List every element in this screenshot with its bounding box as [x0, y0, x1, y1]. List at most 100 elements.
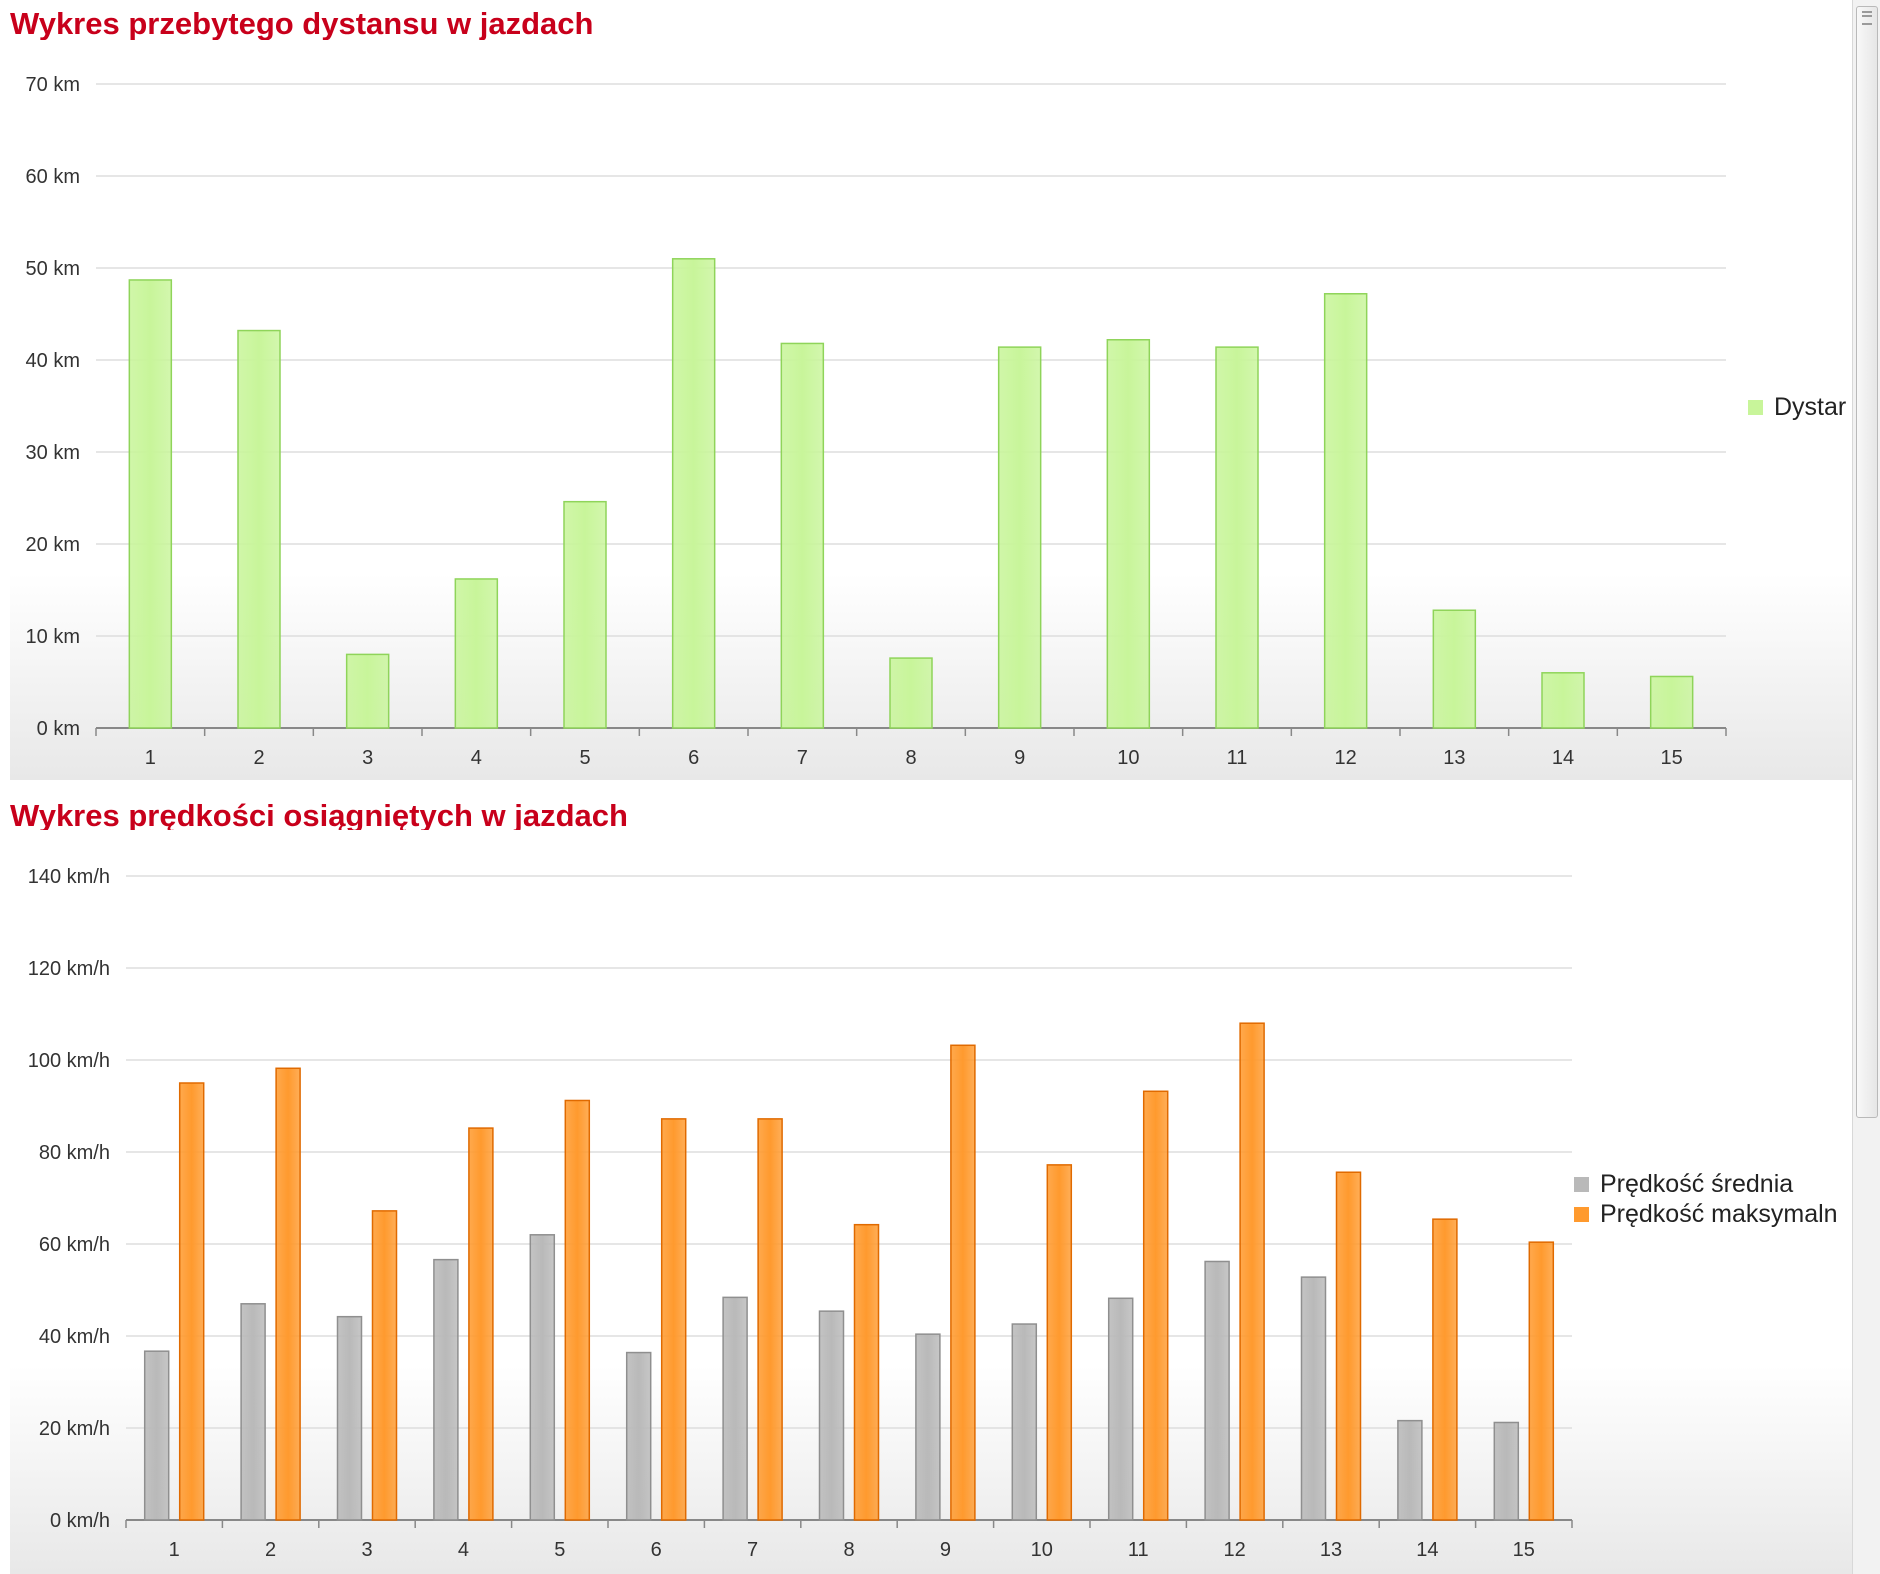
max-speed-bar	[564, 1099, 591, 1521]
x-tick-label: 3	[361, 1539, 372, 1561]
legend-swatch	[1748, 400, 1763, 415]
x-tick-label: 6	[688, 747, 699, 769]
legend-label: Prędkość maksymaln	[1600, 1200, 1838, 1228]
x-tick-label: 7	[797, 747, 808, 769]
distance-bar	[780, 342, 825, 729]
x-tick-label: 10	[1117, 747, 1139, 769]
x-tick-label: 4	[471, 747, 482, 769]
avg-speed-bar	[722, 1296, 748, 1521]
y-tick-label: 70 km	[26, 74, 80, 96]
max-speed-bar	[275, 1067, 301, 1521]
x-tick-label: 1	[145, 747, 156, 769]
y-tick-label: 20 km/h	[39, 1418, 110, 1440]
x-tick-label: 13	[1320, 1539, 1342, 1561]
x-tick-label: 12	[1223, 1539, 1245, 1561]
y-tick-label: 60 km	[26, 166, 80, 188]
scrollbar-thumb[interactable]	[1856, 6, 1878, 1118]
max-speed-bar	[1432, 1218, 1458, 1521]
speed-chart: 0 km/h 20 km/h 40 km/h 60 km/h 80 km/h 100 km…	[10, 830, 1852, 1574]
max-speed-bar	[853, 1223, 880, 1521]
distance-chart-title: Wykres przebytego dystansu w jazdach	[10, 6, 594, 41]
max-speed-bar	[178, 1082, 205, 1521]
distance-bar	[1541, 672, 1585, 729]
x-tick-label: 11	[1128, 1539, 1149, 1561]
avg-speed-bar	[336, 1315, 363, 1521]
distance-bar	[1215, 346, 1259, 729]
y-tick-label: 0 km/h	[50, 1510, 110, 1532]
max-speed-bar	[660, 1118, 687, 1521]
x-tick-label: 9	[940, 1539, 951, 1561]
vertical-scrollbar[interactable]	[1852, 0, 1880, 1574]
y-tick-label: 40 km	[26, 350, 80, 372]
avg-speed-bar	[1300, 1276, 1327, 1521]
distance-bar	[1323, 293, 1368, 729]
y-tick-label: 140 km/h	[28, 866, 110, 888]
avg-speed-bar	[433, 1258, 459, 1521]
x-tick-label: 10	[1031, 1539, 1053, 1561]
x-tick-label: 7	[747, 1539, 758, 1561]
distance-bar	[889, 657, 933, 729]
avg-speed-bar	[1011, 1323, 1038, 1521]
avg-speed-bar	[1397, 1419, 1423, 1521]
distance-bar	[1432, 609, 1477, 729]
distance-bar	[128, 279, 173, 729]
avg-speed-bar	[915, 1333, 941, 1521]
scrollbar-grip-icon	[1862, 11, 1872, 25]
max-speed-bar	[1046, 1164, 1073, 1521]
max-speed-bar	[371, 1210, 398, 1521]
avg-speed-bar	[240, 1303, 266, 1521]
y-tick-label: 120 km/h	[28, 958, 110, 980]
y-tick-label: 100 km/h	[28, 1050, 110, 1072]
distance-bar	[671, 258, 716, 729]
speed-chart-title: Wykres prędkości osiągniętych w jazdach	[10, 798, 628, 833]
x-tick-label: 11	[1227, 747, 1248, 769]
x-tick-label: 5	[579, 747, 590, 769]
legend-swatch	[1574, 1177, 1589, 1192]
max-speed-bar	[1335, 1171, 1362, 1521]
y-tick-label: 80 km/h	[39, 1142, 110, 1164]
max-speed-bar	[950, 1044, 976, 1521]
x-tick-label: 15	[1661, 747, 1683, 769]
avg-speed-bar	[625, 1351, 652, 1521]
distance-bar	[563, 500, 607, 729]
y-tick-label: 60 km/h	[39, 1234, 110, 1256]
x-tick-label: 6	[651, 1539, 662, 1561]
x-tick-label: 8	[843, 1539, 854, 1561]
legend-label: Dystar	[1774, 393, 1846, 421]
max-speed-bar	[1528, 1241, 1555, 1521]
x-tick-label: 13	[1443, 747, 1465, 769]
distance-bar	[1649, 675, 1694, 729]
max-speed-bar	[468, 1127, 494, 1521]
x-tick-label: 5	[554, 1539, 565, 1561]
y-tick-label: 0 km	[37, 718, 80, 740]
distance-chart: 0 km 10 km 20 km 30 km 40 km 50 km 60 km 70 km 1…	[10, 40, 1852, 780]
x-tick-label: 8	[905, 747, 916, 769]
max-speed-bar	[757, 1118, 783, 1521]
x-tick-label: 9	[1014, 747, 1025, 769]
y-tick-label: 40 km/h	[39, 1326, 110, 1348]
x-tick-label: 2	[253, 747, 264, 769]
avg-speed-bar	[1107, 1297, 1134, 1521]
x-tick-label: 14	[1416, 1539, 1438, 1561]
x-tick-label: 4	[458, 1539, 469, 1561]
distance-bar	[237, 329, 281, 729]
avg-speed-bar	[529, 1234, 556, 1521]
avg-speed-bar	[1493, 1421, 1520, 1521]
avg-speed-bar	[1204, 1260, 1230, 1521]
max-speed-bar	[1142, 1090, 1169, 1521]
x-tick-label: 14	[1552, 747, 1574, 769]
y-tick-label: 20 km	[26, 534, 80, 556]
avg-speed-bar	[818, 1310, 845, 1521]
distance-bar	[997, 346, 1042, 729]
distance-bar	[1106, 339, 1151, 729]
chart-background	[10, 40, 1852, 780]
x-tick-label: 3	[362, 747, 373, 769]
legend-swatch	[1574, 1207, 1589, 1222]
legend-label: Prędkość średnia	[1600, 1170, 1793, 1198]
avg-speed-bar	[143, 1350, 170, 1521]
distance-bar	[345, 653, 390, 729]
x-tick-label: 15	[1513, 1539, 1535, 1561]
max-speed-bar	[1239, 1022, 1265, 1521]
y-tick-label: 50 km	[26, 258, 80, 280]
y-tick-label: 10 km	[26, 626, 80, 648]
